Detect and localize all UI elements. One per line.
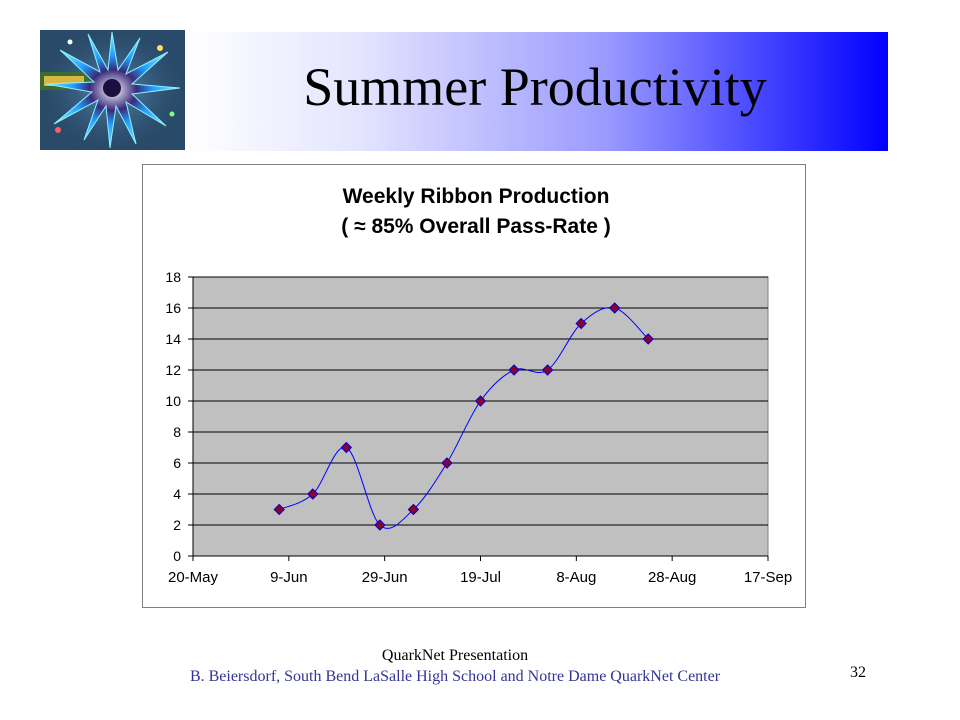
y-tick-label: 16 [165, 300, 181, 316]
page-number: 32 [850, 664, 866, 681]
data-point [474, 395, 487, 407]
data-point [340, 441, 353, 454]
slide-title: Summer Productivity [303, 57, 767, 117]
y-tick-label: 18 [165, 269, 181, 285]
x-tick-label: 19-Jul [460, 569, 501, 586]
chart-frame: Weekly Ribbon Production ( ≈ 85% Overall… [142, 164, 806, 608]
title-band [183, 32, 888, 151]
y-tick-label: 2 [173, 517, 181, 533]
x-tick-label: 29-Jun [362, 569, 408, 586]
x-tick-label: 20-May [168, 569, 219, 586]
chart-title-line1: Weekly Ribbon Production [343, 185, 610, 208]
data-point [374, 519, 386, 531]
y-tick-label: 10 [165, 393, 181, 409]
data-point [608, 302, 621, 314]
data-point [273, 503, 285, 516]
y-tick-label: 12 [165, 362, 181, 378]
footer-presentation: QuarkNet Presentation [381, 647, 529, 664]
chart-title-line2: ( ≈ 85% Overall Pass-Rate ) [341, 215, 610, 238]
y-tick-label: 14 [165, 331, 181, 347]
data-point [407, 503, 420, 516]
y-tick-label: 0 [173, 548, 181, 564]
y-tick-label: 4 [173, 486, 181, 502]
ribbon-production-chart: Weekly Ribbon Production ( ≈ 85% Overall… [165, 185, 792, 586]
y-tick-label: 8 [173, 424, 181, 440]
data-point [575, 317, 587, 330]
x-tick-label: 28-Aug [648, 569, 696, 586]
footer-author: B. Beiersdorf, South Bend LaSalle High S… [189, 668, 721, 685]
data-point [541, 364, 554, 376]
data-point [642, 333, 654, 345]
plot-area [192, 276, 769, 557]
data-point [307, 488, 319, 500]
x-tick-label: 17-Sep [744, 569, 792, 586]
y-tick-label: 6 [173, 455, 181, 471]
starburst-logo-icon [40, 30, 185, 150]
x-tick-label: 8-Aug [556, 569, 596, 586]
data-point [441, 457, 453, 469]
data-point [508, 364, 520, 376]
x-tick-label: 9-Jun [270, 569, 308, 586]
